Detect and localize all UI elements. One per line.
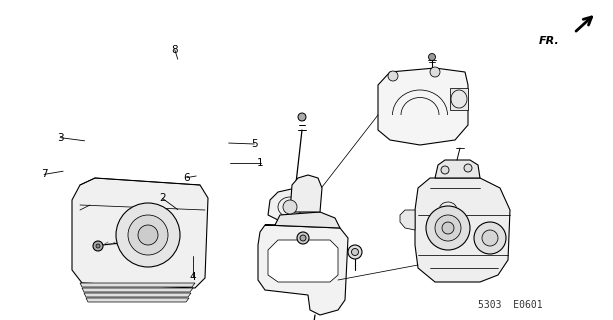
Text: 2: 2	[159, 193, 166, 204]
Circle shape	[283, 200, 297, 214]
Text: 5303  E0601: 5303 E0601	[478, 300, 543, 310]
Circle shape	[426, 206, 470, 250]
Circle shape	[388, 71, 398, 81]
Polygon shape	[258, 225, 348, 315]
Circle shape	[442, 222, 454, 234]
Polygon shape	[378, 68, 468, 145]
Circle shape	[297, 232, 309, 244]
Circle shape	[435, 215, 461, 241]
Polygon shape	[72, 178, 208, 288]
Circle shape	[116, 203, 180, 267]
Polygon shape	[450, 88, 468, 110]
Circle shape	[298, 113, 306, 121]
Polygon shape	[268, 240, 338, 282]
Text: 7: 7	[41, 169, 47, 180]
Text: FR.: FR.	[539, 36, 560, 46]
Polygon shape	[268, 188, 315, 222]
Text: 8: 8	[172, 44, 178, 55]
Circle shape	[441, 166, 449, 174]
Text: 5: 5	[251, 139, 257, 149]
Polygon shape	[435, 160, 480, 178]
Circle shape	[482, 230, 498, 246]
Polygon shape	[82, 288, 193, 292]
Polygon shape	[80, 283, 195, 287]
Polygon shape	[400, 210, 415, 230]
Circle shape	[128, 215, 168, 255]
Polygon shape	[265, 212, 340, 228]
Circle shape	[96, 244, 100, 248]
Circle shape	[93, 241, 103, 251]
Circle shape	[300, 235, 306, 241]
Circle shape	[428, 53, 435, 60]
Circle shape	[430, 67, 440, 77]
Polygon shape	[415, 178, 510, 282]
Text: 1: 1	[257, 158, 264, 168]
Circle shape	[351, 249, 359, 255]
Text: 3: 3	[57, 132, 63, 143]
Text: 4: 4	[190, 272, 196, 282]
Circle shape	[138, 225, 158, 245]
Polygon shape	[290, 175, 322, 212]
Polygon shape	[86, 298, 189, 302]
Circle shape	[348, 245, 362, 259]
Text: 6: 6	[184, 172, 190, 183]
Polygon shape	[84, 293, 191, 297]
Circle shape	[474, 222, 506, 254]
Circle shape	[464, 164, 472, 172]
